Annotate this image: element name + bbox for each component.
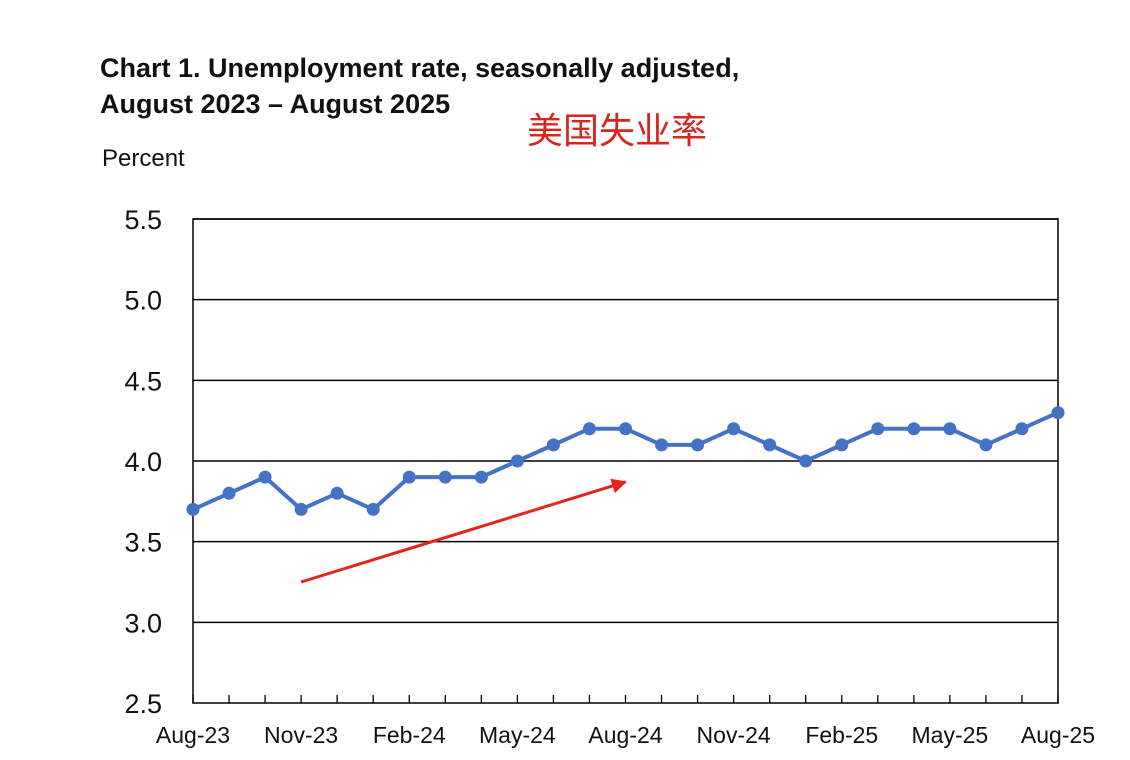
data-point bbox=[330, 486, 344, 500]
x-tick-label: Feb-25 bbox=[805, 722, 878, 748]
data-point bbox=[691, 438, 705, 452]
chinese-annotation-label: 美国失业率 bbox=[527, 111, 708, 152]
data-point bbox=[366, 502, 380, 516]
grid-layer bbox=[192, 218, 1059, 704]
data-point bbox=[1051, 406, 1065, 420]
trend-arrow bbox=[300, 478, 627, 584]
x-tick-label: May-24 bbox=[479, 722, 556, 748]
y-tick-label: 4.0 bbox=[124, 447, 162, 477]
x-tick-label: Aug-24 bbox=[588, 722, 662, 748]
y-axis-label: Percent bbox=[102, 145, 185, 172]
data-point bbox=[582, 422, 596, 436]
data-point bbox=[727, 422, 741, 436]
data-point bbox=[474, 470, 488, 484]
x-tick-label: May-25 bbox=[912, 722, 989, 748]
data-point bbox=[943, 422, 957, 436]
y-tick-label: 4.5 bbox=[124, 366, 162, 396]
y-tick-label: 5.0 bbox=[124, 286, 162, 316]
series-layer bbox=[186, 406, 1065, 516]
data-point bbox=[655, 438, 669, 452]
data-point bbox=[294, 502, 308, 516]
y-tick-label: 3.5 bbox=[124, 528, 162, 558]
data-point bbox=[763, 438, 777, 452]
data-point bbox=[546, 438, 560, 452]
chart-title-line-2: August 2023 – August 2025 bbox=[100, 89, 451, 119]
data-point bbox=[979, 438, 993, 452]
x-tick-labels: Aug-23 Nov-23 Feb-24 May-24 Aug-24 Nov-24 Feb-… bbox=[156, 722, 1095, 748]
y-tick-label: 5.5 bbox=[124, 205, 162, 235]
chart-title-line-1: Chart 1. Unemployment rate, seasonally a… bbox=[100, 53, 740, 83]
data-point bbox=[1015, 422, 1029, 436]
y-tick-label: 3.0 bbox=[124, 608, 162, 638]
data-point bbox=[871, 422, 885, 436]
data-point bbox=[438, 470, 452, 484]
x-tick-label: Aug-23 bbox=[156, 722, 230, 748]
x-tick-label: Nov-23 bbox=[264, 722, 338, 748]
data-point bbox=[799, 454, 813, 468]
x-tick-label: Feb-24 bbox=[373, 722, 446, 748]
data-point bbox=[222, 486, 236, 500]
data-point bbox=[402, 470, 416, 484]
data-point bbox=[510, 454, 524, 468]
chart-title: Chart 1. Unemployment rate, seasonally a… bbox=[100, 50, 739, 122]
annotation-arrow-layer bbox=[300, 478, 627, 584]
data-point bbox=[258, 470, 272, 484]
data-point bbox=[907, 422, 921, 436]
x-tick-label: Nov-24 bbox=[697, 722, 771, 748]
y-tick-label: 2.5 bbox=[124, 689, 162, 719]
x-tick-label: Aug-25 bbox=[1021, 722, 1095, 748]
y-tick-labels: 5.5 5.0 4.5 4.0 3.5 3.0 2.5 bbox=[124, 205, 162, 719]
data-point bbox=[619, 422, 632, 436]
data-point bbox=[186, 502, 200, 516]
data-point bbox=[835, 438, 849, 452]
